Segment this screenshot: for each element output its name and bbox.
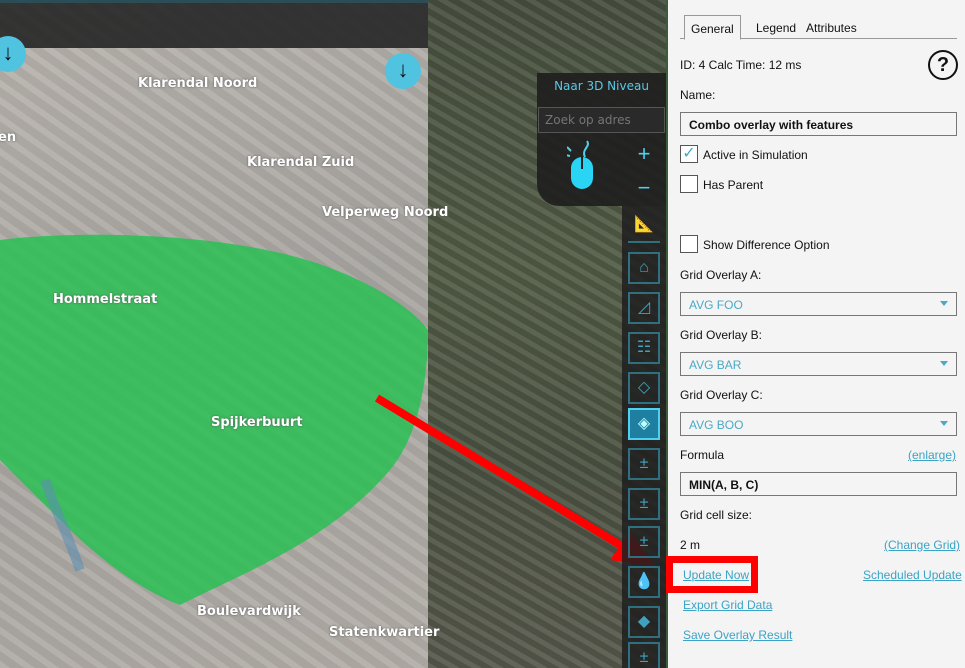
tab-general[interactable]: General: [684, 15, 741, 40]
grid-b-label: Grid Overlay B:: [680, 328, 763, 342]
mouse-icon: [564, 139, 593, 189]
plus-minus-icon[interactable]: ±: [628, 642, 660, 668]
map-label: en: [0, 130, 17, 145]
map-label: Boulevardwijk: [197, 604, 301, 619]
difference-checkbox[interactable]: [680, 235, 698, 253]
formula-label: Formula: [680, 448, 725, 462]
grid-b-select[interactable]: AVG BAR: [680, 352, 957, 376]
cell-size-label: Grid cell size:: [680, 508, 753, 522]
id-calc-time: ID: 4 Calc Time: 12 ms: [680, 58, 802, 72]
name-label: Name:: [680, 88, 716, 102]
tool-bar: 📐 ⌂ ◿ ☷ ◇ ◈ ± ± ± 💧 ◆ ±: [622, 206, 666, 668]
green-overlay-area: [0, 234, 428, 606]
ruler-icon[interactable]: 📐: [628, 211, 660, 243]
enlarge-link[interactable]: (enlarge): [908, 448, 957, 462]
change-grid-link[interactable]: (Change Grid): [884, 538, 961, 552]
active-checkbox[interactable]: ✓: [680, 145, 698, 163]
plane-icon[interactable]: ◇: [628, 372, 660, 404]
overlay-layer: [0, 234, 655, 606]
has-parent-label: Has Parent: [703, 178, 764, 192]
layer-active-icon[interactable]: ◈: [628, 408, 660, 440]
terrain-icon[interactable]: ◿: [628, 292, 660, 324]
house-icon[interactable]: ⌂: [628, 252, 660, 284]
grid-c-select[interactable]: AVG BOO: [680, 412, 957, 436]
plus-minus-icon[interactable]: ±: [628, 526, 660, 558]
3d-level-button[interactable]: Naar 3D Niveau: [554, 79, 649, 93]
plus-minus-icon[interactable]: ±: [628, 488, 660, 520]
chevron-down-icon: [940, 421, 948, 426]
address-search-input[interactable]: [538, 107, 665, 133]
help-icon[interactable]: ?: [928, 50, 958, 80]
map-label: Statenkwartier: [329, 625, 440, 640]
name-input[interactable]: Combo overlay with features: [680, 112, 957, 136]
grid-a-label: Grid Overlay A:: [680, 268, 762, 282]
map-label: Klarendal Noord: [138, 76, 258, 91]
plus-minus-icon[interactable]: ±: [628, 448, 660, 480]
navigation-panel: Naar 3D Niveau + −: [537, 73, 666, 206]
tab-legend[interactable]: Legend: [756, 21, 797, 35]
sign-icon[interactable]: ☷: [628, 332, 660, 364]
red-arrow-shaft: [374, 394, 628, 552]
cell-size-value: 2 m: [680, 538, 701, 552]
zoom-out-button[interactable]: −: [637, 175, 651, 200]
map-label: Hommelstraat: [53, 292, 158, 307]
highlight-box: [666, 556, 758, 593]
top-bar: [0, 0, 428, 48]
map-label: Velperweg Noord: [322, 205, 449, 220]
map-label: Spijkerbuurt: [211, 415, 303, 430]
map-label: Klarendal Zuid: [247, 155, 355, 170]
arrow-down-pin-icon[interactable]: ↓: [385, 53, 421, 89]
map-view[interactable]: ↓ ↓ Klarendal Noord Klarendal Zuid Velpe…: [0, 0, 666, 668]
tab-attributes[interactable]: Attributes: [806, 21, 857, 35]
grid-c-value: AVG BOO: [689, 418, 744, 432]
zoom-in-button[interactable]: +: [637, 141, 651, 166]
scheduled-update-link[interactable]: Scheduled Update: [863, 568, 962, 582]
grid-a-select[interactable]: AVG FOO: [680, 292, 957, 316]
layer-icon[interactable]: ◆: [628, 606, 660, 638]
grid-b-value: AVG BAR: [689, 358, 742, 372]
grid-a-value: AVG FOO: [689, 298, 743, 312]
difference-label: Show Difference Option: [703, 238, 830, 252]
chevron-down-icon: [940, 361, 948, 366]
update-now-link[interactable]: Update Now: [683, 568, 750, 582]
grid-c-label: Grid Overlay C:: [680, 388, 763, 402]
formula-input[interactable]: MIN(A, B, C): [680, 472, 957, 496]
tab-bar: General Legend Attributes: [680, 15, 957, 40]
droplets-icon[interactable]: 💧: [628, 566, 660, 598]
export-grid-link[interactable]: Export Grid Data: [683, 598, 773, 612]
save-overlay-link[interactable]: Save Overlay Result: [683, 628, 793, 642]
water-stream: [40, 478, 85, 572]
chevron-down-icon: [940, 301, 948, 306]
has-parent-checkbox[interactable]: [680, 175, 698, 193]
active-label: Active in Simulation: [703, 148, 808, 162]
